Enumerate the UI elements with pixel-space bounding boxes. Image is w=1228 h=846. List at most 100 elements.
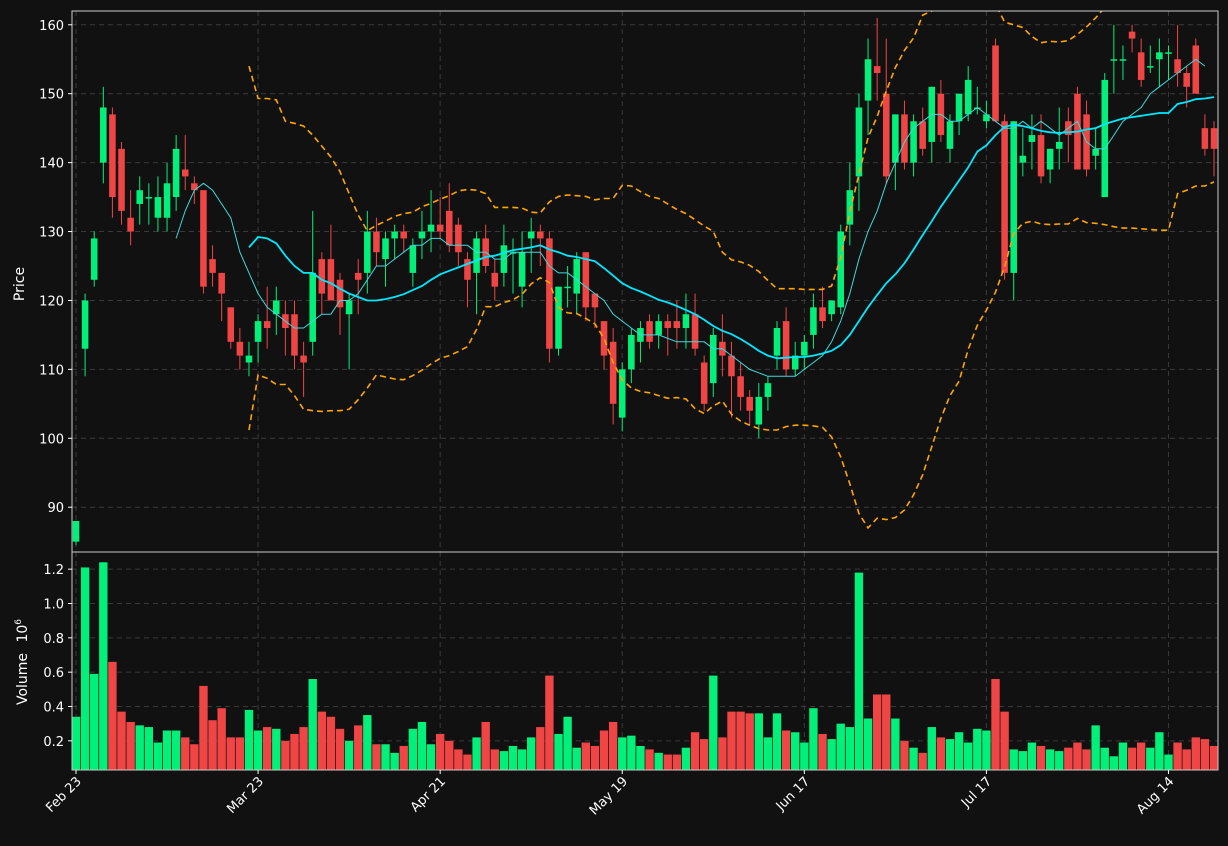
- upper-band-line: [248, 11, 1103, 291]
- volume-bar: [1127, 747, 1137, 770]
- candle: [609, 328, 617, 425]
- candle-body: [655, 321, 662, 335]
- volume-bar: [1045, 749, 1055, 770]
- volume-bar: [1027, 742, 1037, 770]
- volume-bar: [754, 713, 763, 770]
- candle-body: [555, 286, 562, 349]
- candle-body: [345, 300, 353, 315]
- candle: [527, 217, 535, 273]
- candle: [764, 376, 772, 411]
- volume-axis-title: Volume 106: [14, 619, 31, 705]
- volume-bar: [117, 711, 126, 770]
- volume-bar: [126, 721, 135, 770]
- candle: [273, 286, 280, 335]
- candle: [819, 286, 826, 329]
- volume-bar: [681, 747, 691, 770]
- candle: [209, 245, 216, 287]
- candle: [691, 293, 699, 356]
- volume-bar: [517, 749, 527, 770]
- candle: [1119, 45, 1127, 80]
- price-y-ticks: 90 100 110 120 130 140 150 160: [39, 19, 72, 516]
- candle-body: [354, 272, 362, 280]
- candle: [710, 328, 717, 397]
- volume-bar: [672, 754, 682, 770]
- volume-bar: [845, 727, 855, 770]
- volume-bar: [973, 728, 982, 770]
- candle-body: [946, 121, 954, 149]
- candle-body: [127, 217, 134, 232]
- candle: [728, 341, 735, 418]
- candle: [1201, 114, 1209, 156]
- candle: [100, 86, 107, 184]
- candle-body: [573, 259, 580, 294]
- candle-body: [591, 293, 599, 308]
- candle-body: [700, 362, 708, 404]
- volume-bar: [508, 745, 518, 770]
- volume-bar: [408, 728, 418, 770]
- volume-bar: [335, 728, 345, 770]
- price-tick-label: 140: [39, 157, 64, 172]
- volume-bar: [618, 737, 627, 770]
- candle-body: [427, 224, 435, 232]
- candle-body: [828, 300, 835, 315]
- volume-axis-scale-exponent: 6: [14, 619, 24, 625]
- candle: [773, 321, 781, 370]
- candle: [391, 224, 398, 260]
- volume-bar: [827, 739, 836, 770]
- volume-bar: [399, 745, 408, 770]
- candle-body: [391, 231, 398, 239]
- candle: [236, 328, 244, 370]
- candle: [1128, 24, 1136, 53]
- candle: [109, 107, 116, 218]
- candle-body: [964, 79, 972, 115]
- candle: [974, 86, 981, 115]
- candle-body: [318, 259, 326, 294]
- volume-bar: [490, 749, 499, 770]
- candle-body: [200, 190, 207, 287]
- candle: [673, 300, 681, 349]
- volume-bar: [809, 708, 818, 770]
- volume-bar: [372, 744, 381, 770]
- volume-bar: [891, 718, 900, 770]
- candle-body: [1101, 79, 1109, 198]
- volume-bar: [909, 747, 918, 770]
- candle: [646, 314, 653, 349]
- candle-body: [855, 107, 863, 177]
- candle-body: [1001, 121, 1008, 273]
- volume-bar: [536, 727, 545, 770]
- volume-bar: [590, 745, 600, 770]
- candle-body: [846, 190, 854, 225]
- candle-body: [1055, 141, 1063, 149]
- volume-bar: [791, 732, 800, 770]
- volume-bar: [1000, 711, 1009, 770]
- lower-band-line: [248, 181, 1215, 530]
- volume-bar: [326, 716, 336, 770]
- candle: [810, 293, 817, 349]
- candle-body: [291, 314, 298, 356]
- volume-bar: [818, 733, 827, 770]
- candle: [1101, 73, 1109, 198]
- long-moving-average-line: [248, 96, 1215, 360]
- candle-body: [491, 272, 499, 287]
- volume-bar: [181, 737, 190, 770]
- volume-bar: [71, 716, 81, 770]
- volume-bar: [645, 749, 654, 770]
- volume-tick-label: 0.4: [43, 700, 64, 715]
- volume-bar: [1036, 745, 1046, 770]
- volume-bar: [964, 742, 973, 770]
- candle-body: [755, 396, 763, 425]
- candle-body: [300, 355, 307, 363]
- candle: [445, 183, 453, 253]
- candle: [1174, 24, 1181, 87]
- candle-body: [273, 300, 280, 315]
- candle: [919, 107, 926, 156]
- candle-body: [810, 307, 817, 335]
- volume-bar: [262, 727, 272, 770]
- volume-bar: [627, 735, 636, 770]
- candle-body: [1156, 52, 1163, 60]
- candle: [291, 300, 298, 370]
- candle: [910, 114, 917, 177]
- candle-body: [1019, 155, 1027, 163]
